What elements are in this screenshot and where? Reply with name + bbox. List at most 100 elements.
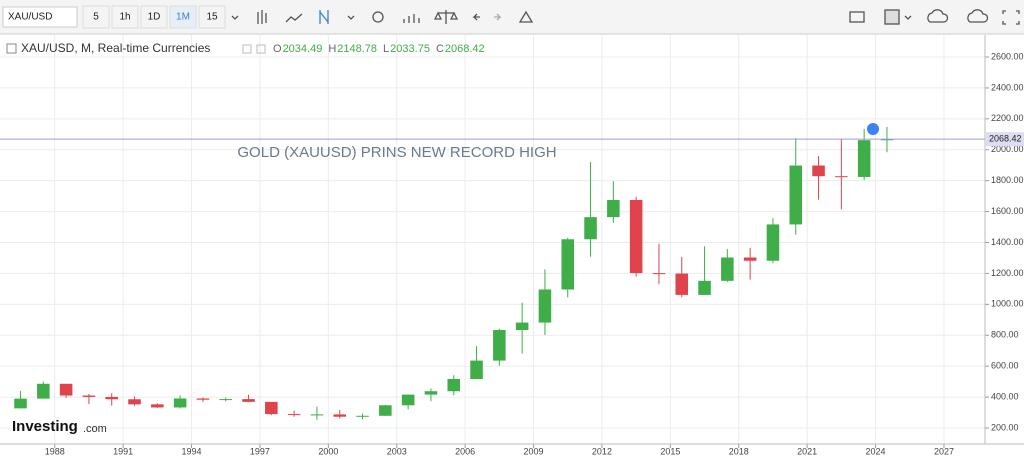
candle-body: [470, 360, 483, 379]
y-tick-label: 1000.00: [991, 299, 1024, 309]
y-tick-label: 200.00: [991, 422, 1019, 432]
logo-brand: Investing: [12, 418, 78, 435]
y-tick-label: 1800.00: [991, 175, 1024, 185]
y-tick-label: 1200.00: [991, 268, 1024, 278]
candle-body: [82, 395, 96, 397]
interval-label: 15: [206, 12, 218, 23]
header-icon[interactable]: [256, 44, 266, 54]
x-tick-label: 1991: [113, 446, 133, 456]
dropdown-icon[interactable]: [904, 15, 912, 20]
annotation: GOLD (XAUUSD) PRINS NEW RECORD HIGH: [237, 144, 556, 161]
x-tick-label: 2009: [524, 446, 544, 456]
interval-label: 1h: [119, 12, 130, 23]
candle-body: [493, 329, 506, 361]
redo-icon[interactable]: [494, 13, 502, 21]
ohlc-value: 2034.49: [283, 43, 323, 55]
candle-body: [766, 224, 780, 261]
ohlc-label: C: [436, 43, 444, 55]
toolbar-icons: [231, 9, 1020, 25]
current-price-label: 2068.42: [989, 134, 1022, 144]
dropdown-icon[interactable]: [347, 15, 355, 20]
candle-body: [287, 414, 301, 416]
x-tick-label: 2012: [592, 446, 612, 456]
camera-icon[interactable]: [849, 11, 865, 23]
interval-button[interactable]: [169, 5, 197, 29]
ohlc-value: 2033.75: [390, 43, 430, 55]
interval-label: 1M: [176, 12, 190, 23]
symbol: XAU/USD: [8, 12, 52, 23]
alert-icon[interactable]: [518, 10, 534, 23]
color-icon[interactable]: [884, 9, 900, 25]
compare-icon[interactable]: [403, 14, 420, 23]
cloud-save-icon[interactable]: [927, 9, 949, 23]
price-badge[interactable]: [867, 123, 879, 135]
candle-body: [333, 414, 347, 417]
candle-body: [14, 398, 27, 409]
draw-icon[interactable]: [319, 10, 329, 24]
candle-body: [835, 176, 848, 178]
candle-body: [219, 399, 232, 401]
collapse-icon[interactable]: [6, 43, 17, 54]
x-tick-label: 2015: [660, 446, 680, 456]
ohlc-label: L: [383, 43, 389, 55]
ohlc-value: 2068.42: [445, 43, 485, 55]
current-price-box: [986, 132, 1024, 147]
candle-body: [196, 398, 210, 400]
candle-body: [880, 139, 894, 141]
ohlc-label: H: [328, 43, 336, 55]
y-tick-label: 800.00: [991, 330, 1019, 340]
candle-icon[interactable]: [257, 10, 267, 24]
y-tick-label: 1600.00: [991, 206, 1024, 216]
interval-button[interactable]: [198, 5, 226, 29]
cloud-load-icon[interactable]: [967, 9, 989, 23]
dropdown-icon[interactable]: [231, 15, 239, 20]
x-tick-label: 2021: [797, 446, 817, 456]
y-tick-label: 600.00: [991, 361, 1019, 371]
logo-suffix: .com: [83, 423, 107, 435]
candle-body: [105, 396, 118, 400]
interval-button[interactable]: [82, 5, 110, 29]
y-tick-label: 2600.00: [991, 51, 1024, 61]
x-tick-label: 2024: [866, 446, 886, 456]
interval-button[interactable]: [111, 5, 139, 29]
candle-body: [698, 280, 711, 295]
header-icon[interactable]: [242, 44, 252, 54]
indicator-icon[interactable]: [285, 13, 303, 23]
candle-body: [310, 414, 324, 416]
interval-button[interactable]: [140, 5, 168, 29]
scale-icon[interactable]: [433, 10, 459, 24]
candle-body: [857, 140, 871, 177]
candle-body: [59, 383, 73, 396]
x-tick-label: 2000: [318, 446, 338, 456]
ohlc-value: 2148.78: [337, 43, 377, 55]
ohlc-readout: O 2034.49 H 2148.78 L 2033.75 C 2068.42: [273, 43, 485, 55]
candle-body: [721, 257, 734, 281]
x-tick-label: 1988: [45, 446, 65, 456]
undo-icon[interactable]: [472, 13, 480, 21]
candle-body: [584, 217, 597, 240]
y-tick-label: 1400.00: [991, 237, 1024, 247]
fullscreen-icon[interactable]: [1002, 10, 1020, 25]
candle-body: [789, 165, 803, 225]
candle-body: [447, 378, 461, 392]
candle-body: [538, 289, 552, 323]
x-tick-label: 2027: [934, 446, 954, 456]
candle-body: [607, 199, 620, 218]
interval-label: 1D: [148, 12, 161, 23]
y-tick-label: 400.00: [991, 391, 1019, 401]
candle-body: [265, 401, 278, 415]
y-tick-label: 2200.00: [991, 113, 1024, 123]
candle-body: [356, 415, 369, 417]
candle-body: [812, 165, 825, 177]
settings-icon[interactable]: [372, 11, 384, 23]
candle-body: [401, 394, 415, 406]
symbol-input[interactable]: [2, 6, 78, 28]
candle-body: [128, 399, 141, 405]
x-tick-label: 2006: [455, 446, 475, 456]
ohlc-label: O: [273, 43, 282, 55]
candle-body: [424, 391, 438, 395]
x-tick-label: 1994: [182, 446, 202, 456]
y-tick-label: 2400.00: [991, 82, 1024, 92]
